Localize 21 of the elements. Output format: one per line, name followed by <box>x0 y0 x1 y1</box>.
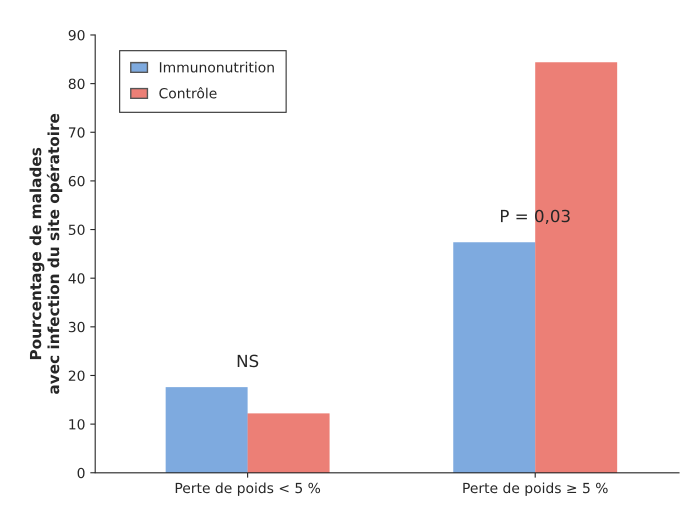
bar <box>166 387 248 473</box>
y-tick-label: 60 <box>68 176 85 186</box>
y-tick-label: 50 <box>68 224 85 236</box>
x-tick-label: Perte de poids ≥ 5 % <box>463 482 608 496</box>
annotation: NS <box>238 354 258 368</box>
legend-label: Immunonutrition <box>160 62 274 73</box>
y-tick-label: 90 <box>68 30 85 40</box>
y-tick-label: 70 <box>68 127 85 138</box>
y-tick-label: 0 <box>78 468 85 478</box>
bar <box>453 242 536 473</box>
y-axis-title: Pourcentage de malades avec infection du site opératoire <box>30 114 62 394</box>
bar <box>248 413 330 473</box>
legend-label: Contrôle <box>159 87 217 98</box>
y-tick-label: 20 <box>68 370 85 381</box>
y-tick-label: 30 <box>68 322 85 332</box>
y-tick-label: 40 <box>68 273 85 284</box>
y-tick-label: 10 <box>69 419 85 430</box>
y-tick-label: 80 <box>68 78 85 90</box>
annotation: P = 0,03 <box>500 210 570 224</box>
x-tick-label: Perte de poids < 5 % <box>176 482 320 496</box>
bar <box>535 62 618 473</box>
